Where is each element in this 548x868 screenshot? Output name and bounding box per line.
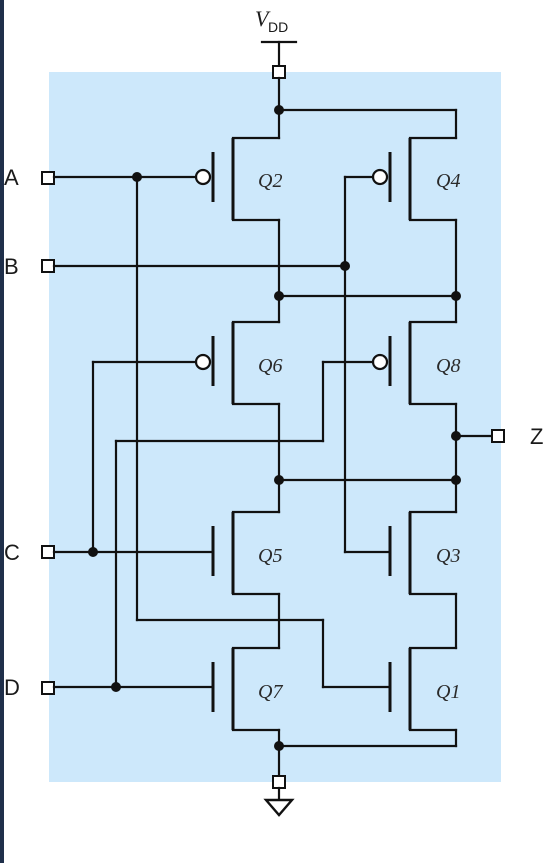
q8-gate-bubble xyxy=(371,353,389,371)
input-c-pin-pad xyxy=(41,545,55,559)
transistor-q4: Q4 xyxy=(371,136,460,222)
q2-gate-bubble xyxy=(194,168,212,186)
input-d-net: D xyxy=(4,360,375,700)
q4-label: Q4 xyxy=(436,170,460,192)
input-b-label: B xyxy=(4,254,19,279)
q3-label: Q3 xyxy=(436,545,460,567)
q6-label: Q6 xyxy=(258,355,282,377)
ground-icon xyxy=(263,798,295,817)
input-b-net: B xyxy=(4,175,392,554)
input-d-pin-pad xyxy=(41,681,55,695)
input-d-label: D xyxy=(4,675,20,700)
input-c-net: C xyxy=(4,360,215,565)
q8-label: Q8 xyxy=(436,355,460,377)
q7-label: Q7 xyxy=(258,681,283,703)
q2-label: Q2 xyxy=(258,170,282,192)
ground-pin-pad xyxy=(272,775,286,789)
output-pin-pad xyxy=(491,429,505,443)
ground-junction-dot xyxy=(274,741,284,751)
input-a-pin-pad xyxy=(41,171,55,185)
vdd-subscript: DD xyxy=(268,19,288,35)
transistor-q8: Q8 xyxy=(371,320,460,406)
q1-label: Q1 xyxy=(436,681,460,703)
output-junction-dot xyxy=(451,431,461,441)
q4-gate-bubble xyxy=(371,168,389,186)
window-edge xyxy=(0,0,4,863)
transistor-q6: Q6 xyxy=(194,320,282,406)
chip-area xyxy=(49,72,501,782)
input-a-label: A xyxy=(4,165,19,190)
output-label: Z xyxy=(530,424,543,449)
q5-label: Q5 xyxy=(258,545,282,567)
transistor-q2: Q2 xyxy=(194,136,282,222)
input-c-label: C xyxy=(4,540,20,565)
vdd-supply: V DD xyxy=(255,6,298,112)
input-b-pin-pad xyxy=(41,259,55,273)
vdd-pin-pad xyxy=(272,65,286,79)
vdd-label: V xyxy=(255,6,271,31)
transistor-q7: Q7 xyxy=(211,646,283,732)
q6-gate-bubble xyxy=(194,353,212,371)
transistor-q1: Q1 xyxy=(388,646,460,732)
input-a-net: A xyxy=(4,165,392,689)
vdd-junction-dot xyxy=(274,105,284,115)
